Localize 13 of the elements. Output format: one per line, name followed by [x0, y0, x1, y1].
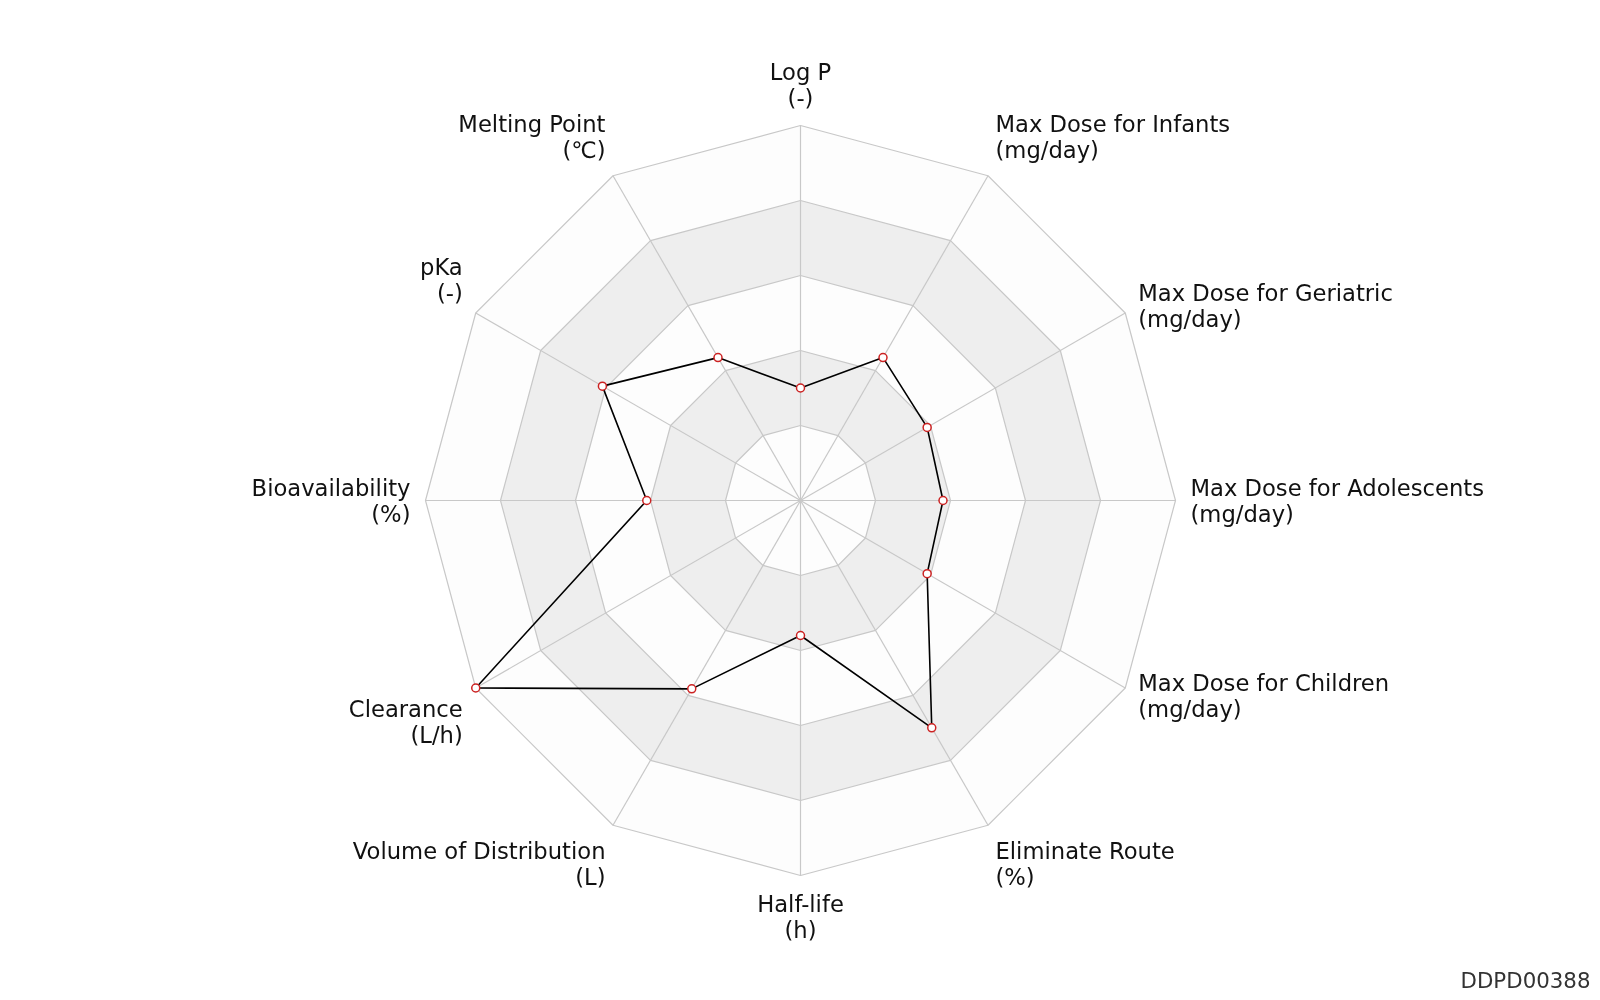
spoke-label: pKa (-) — [420, 253, 463, 306]
spoke-label: Max Dose for Geriatric (mg/day) — [1138, 279, 1393, 332]
spoke-label: Volume of Distribution (L) — [352, 838, 606, 891]
spoke-label: Max Dose for Children (mg/day) — [1138, 669, 1390, 722]
spoke-label: Max Dose for Infants (mg/day) — [995, 110, 1231, 163]
text: DDPD00388 — [1460, 967, 1591, 993]
spoke-label: Melting Point (℃) — [458, 110, 606, 163]
spoke-label: Clearance (L/h) — [348, 695, 463, 748]
spoke-label: Log P (-) — [769, 58, 832, 111]
spoke-label: Bioavailability (%) — [251, 474, 411, 527]
spoke-label: Eliminate Route (%) — [995, 838, 1175, 891]
spoke-label: Max Dose for Adolescents (mg/day) — [1190, 474, 1484, 527]
spoke-label: Half-life (h) — [757, 890, 844, 943]
